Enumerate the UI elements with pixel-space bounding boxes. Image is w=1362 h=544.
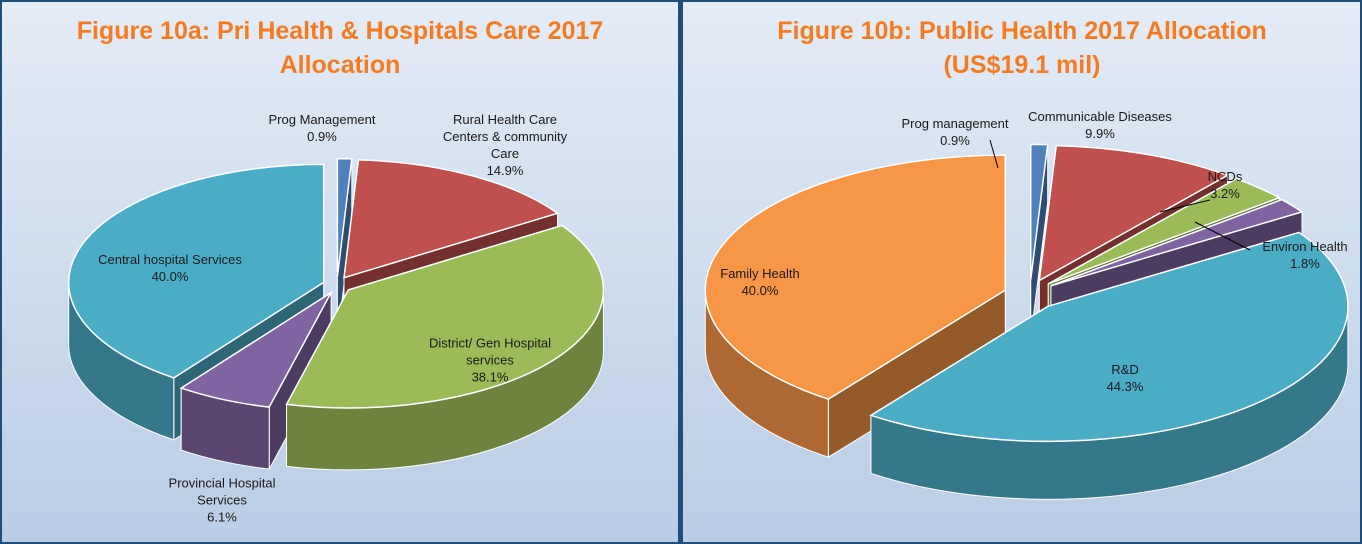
pie-slice [704, 154, 1007, 400]
slice-name: Family Health [720, 266, 800, 281]
slice-value: 40.0% [151, 269, 189, 284]
pie-slice [1038, 144, 1230, 282]
pie-tops [67, 157, 605, 409]
slice-name: Prog management [901, 116, 1009, 131]
slice-value: 0.9% [307, 129, 337, 144]
pie [67, 157, 605, 471]
slice-label: Provincial Hospital Services 6.1% [147, 475, 297, 526]
pie-slice [1047, 177, 1282, 285]
pie-tops [704, 143, 1349, 443]
slice-name: Central hospital Services [98, 252, 242, 267]
slice-name: Provincial Hospital Services [168, 475, 276, 508]
slice-value: 3.2% [1210, 186, 1240, 201]
slice-value: 0.9% [940, 133, 970, 148]
slice-value: 1.8% [1290, 256, 1320, 271]
slice-label: NCDs 3.2% [1150, 168, 1300, 202]
chart-title: Figure 10b: Public Health 2017 Allocatio… [777, 17, 1267, 79]
slice-name: Prog Management [268, 112, 376, 127]
slice-value: 14.9% [486, 163, 524, 178]
slice-value: 38.1% [471, 369, 509, 385]
slice-label: Environ Health 1.8% [1230, 238, 1362, 272]
pie-slice [179, 290, 334, 408]
leader-line [1159, 199, 1211, 213]
pie-slice [1050, 198, 1304, 287]
slice-name: Rural Health Care Centers & community Ca… [442, 112, 568, 161]
slice-label: District/ Gen Hospital services 38.1% [415, 335, 565, 386]
chart-title: Figure 10a: Pri Health & Hospitals Care … [76, 17, 604, 79]
slice-value: 9.9% [1085, 126, 1115, 141]
pie-slice [869, 231, 1349, 443]
slice-value: 6.1% [207, 509, 237, 525]
leader-lines [989, 139, 1251, 251]
leader-line [989, 139, 999, 169]
slice-label: R&D 44.3% [1050, 361, 1200, 395]
slice-label: Prog Management 0.9% [247, 111, 397, 145]
pie-slice [336, 157, 353, 277]
slice-label: Rural Health Care Centers & community Ca… [430, 111, 580, 179]
pie-slice [1029, 143, 1049, 280]
slice-label: Central hospital Services 40.0% [95, 251, 245, 285]
slice-name: Environ Health [1262, 239, 1348, 254]
slice-label: Communicable Diseases 9.9% [1025, 108, 1175, 142]
slice-label: Prog management 0.9% [880, 115, 1030, 149]
pie-slice [343, 159, 560, 279]
slice-label: Family Health 40.0% [685, 265, 835, 299]
leader-line [1194, 221, 1251, 251]
pie-slice [67, 163, 325, 379]
slice-value: 40.0% [741, 283, 779, 298]
pie [704, 143, 1349, 500]
pie-slice [285, 224, 605, 409]
slice-name: District/ Gen Hospital services [428, 335, 552, 368]
slice-name: Communicable Diseases [1028, 109, 1172, 124]
slice-name: NCDs [1207, 169, 1243, 184]
slice-name: R&D [1111, 362, 1139, 377]
slice-value: 44.3% [1106, 379, 1144, 394]
